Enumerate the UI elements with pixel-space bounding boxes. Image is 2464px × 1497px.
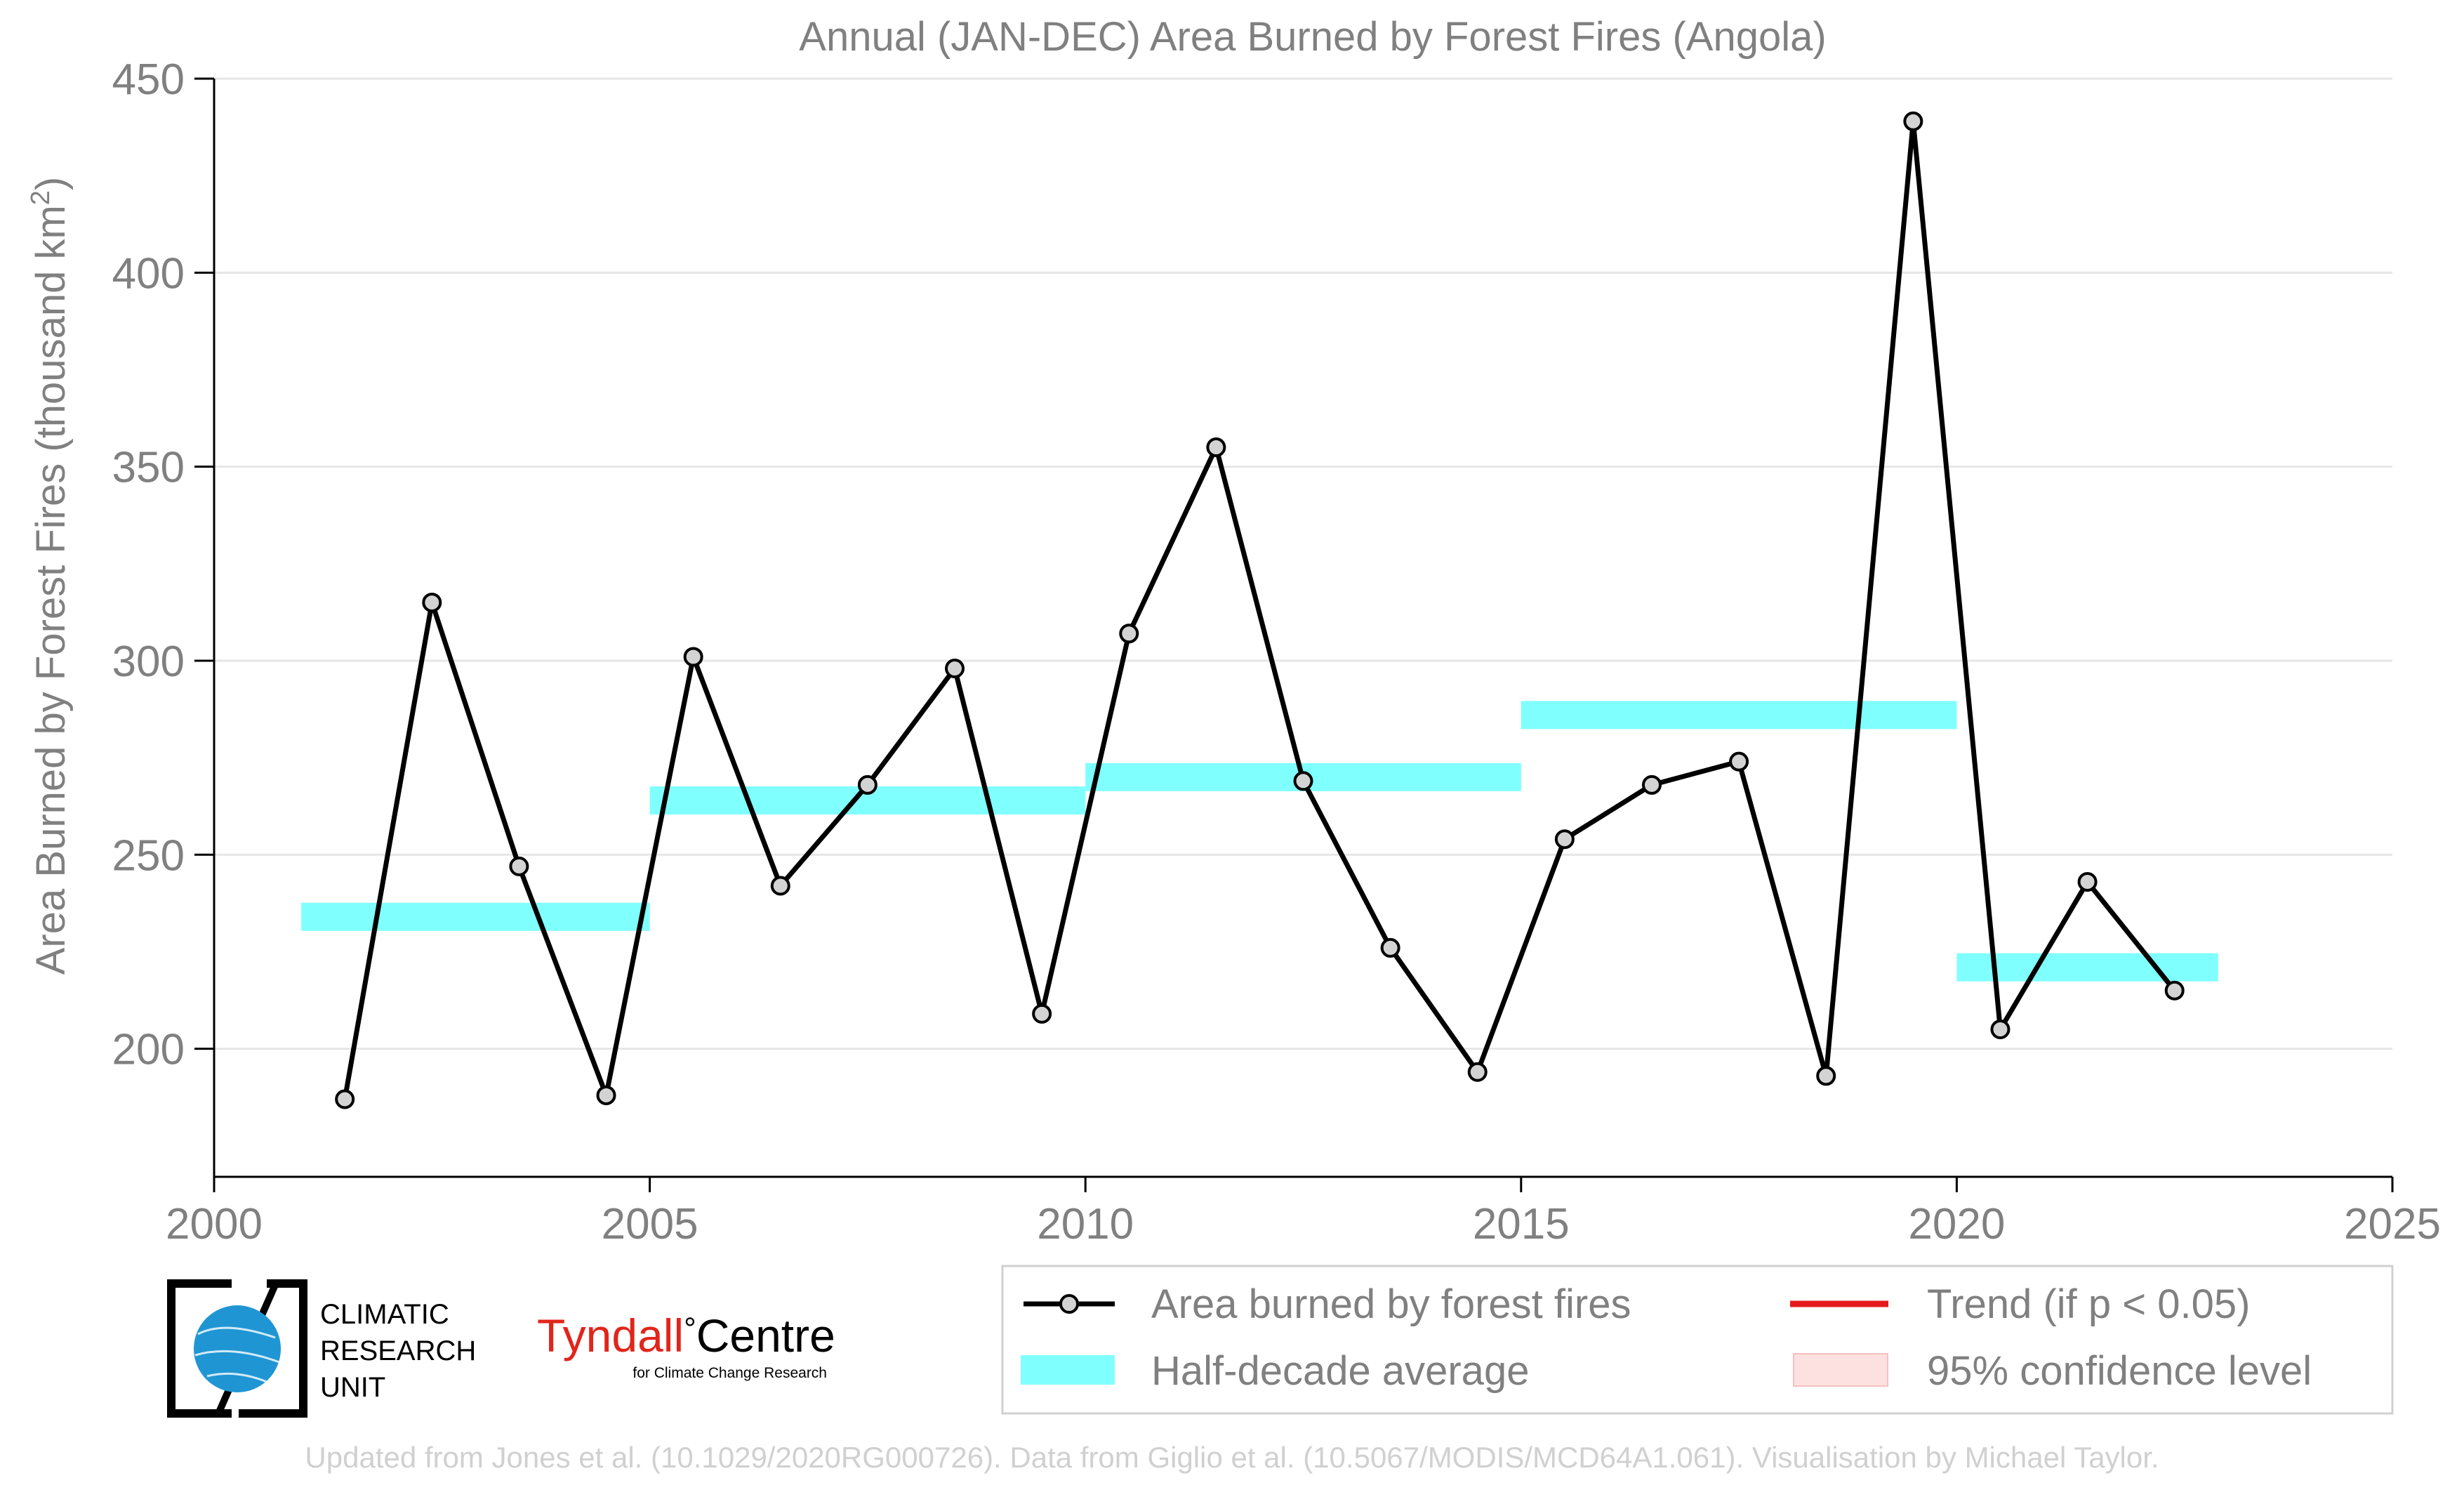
- series-line: [342, 119, 2177, 1100]
- cru-text-line-1: CLIMATIC: [320, 1299, 449, 1330]
- legend-confidence-swatch: [1793, 1353, 1888, 1387]
- data-point: [1119, 624, 1139, 644]
- legend-label-area-burned: Area burned by forest fires: [1151, 1281, 1631, 1327]
- data-point: [683, 647, 703, 667]
- data-point: [945, 659, 965, 679]
- cru-logo: CLIMATIC RESEARCH UNIT: [167, 1279, 476, 1418]
- data-point: [2077, 871, 2098, 892]
- chart-title: Annual (JAN-DEC) Area Burned by Forest F…: [799, 14, 1826, 60]
- tyndall-wordmark-red: Tyndall: [537, 1310, 684, 1361]
- y-tick-label: 250: [112, 831, 185, 880]
- legend-half-decade-swatch: [1021, 1355, 1115, 1385]
- legend-label-half-decade: Half-decade average: [1151, 1348, 1529, 1394]
- series-area-burned: [335, 111, 2185, 1109]
- y-axis-label-main: Area Burned by Forest Fires (thousand km: [28, 205, 74, 975]
- cru-bracket-left: [167, 1279, 232, 1418]
- half-decade-average-bars: [301, 701, 2218, 982]
- y-tick-label: 200: [112, 1026, 185, 1074]
- legend-label-trend: Trend (if p < 0.05): [1927, 1281, 2250, 1327]
- data-point: [1293, 771, 1313, 791]
- legend-frame: [1001, 1265, 2394, 1415]
- tyndall-subtitle: for Climate Change Research: [632, 1365, 827, 1381]
- data-point: [509, 856, 529, 876]
- grid-lines: [214, 77, 2392, 1050]
- tyndall-degree: °: [684, 1312, 696, 1346]
- axes: 200 250 300 350 400 450 2000 2005 2010 2015 2020 20…: [112, 55, 2441, 1248]
- data-point: [1641, 774, 1662, 795]
- half-decade-average-bar: [301, 902, 650, 931]
- cru-bracket-right: [239, 1279, 307, 1418]
- data-point: [1206, 437, 1226, 458]
- half-decade-average-bar: [1521, 701, 1957, 730]
- y-axis-label: Area Burned by Forest Fires (thousand km…: [26, 177, 74, 975]
- data-point: [1467, 1062, 1488, 1082]
- y-tick-label: 400: [112, 249, 185, 298]
- data-point: [857, 774, 877, 795]
- x-tick-label: 2025: [2344, 1200, 2441, 1248]
- y-tick-label: 450: [112, 55, 185, 104]
- cru-text-line-3: UNIT: [320, 1372, 385, 1403]
- x-tick-label: 2020: [1908, 1200, 2005, 1248]
- data-point: [335, 1089, 355, 1109]
- x-tick-label: 2010: [1037, 1200, 1134, 1248]
- data-point: [596, 1085, 616, 1105]
- globe-swirl-1: [197, 1326, 276, 1339]
- legend-label-confidence: 95% confidence level: [1927, 1348, 2312, 1394]
- cru-text-line-2: RESEARCH: [320, 1336, 476, 1366]
- footer-credits: Updated from Jones et al. (10.1029/2020R…: [305, 1441, 2159, 1474]
- y-tick-label: 350: [112, 444, 185, 492]
- legend: Area burned by forest fires Trend (if p …: [1001, 1265, 2394, 1415]
- data-point: [770, 876, 790, 896]
- data-point: [2164, 980, 2185, 1001]
- y-axis-label-superscript: 2: [26, 190, 55, 205]
- y-axis-label-suffix: ): [28, 177, 74, 190]
- globe-swirl-2: [194, 1350, 280, 1364]
- data-point: [1380, 937, 1400, 958]
- half-decade-average-bar: [1956, 953, 2218, 982]
- tyndall-wordmark-black: Centre: [696, 1310, 835, 1361]
- legend-marker-swatch: [1059, 1294, 1079, 1314]
- data-point: [1554, 829, 1575, 850]
- data-point: [1032, 1003, 1052, 1024]
- globe-swirl-3: [206, 1372, 267, 1383]
- data-point: [1903, 111, 1923, 131]
- tyndall-logo: Tyndall°Centre for Climate Change Resear…: [537, 1310, 835, 1381]
- tyndall-wordmark: Tyndall°Centre: [537, 1310, 835, 1361]
- x-tick-label: 2000: [166, 1200, 263, 1248]
- data-point: [1816, 1066, 1836, 1086]
- globe-icon: [194, 1305, 281, 1392]
- x-tick-label: 2005: [602, 1200, 698, 1248]
- x-tick-label: 2015: [1473, 1200, 1570, 1248]
- y-tick-label: 300: [112, 638, 185, 686]
- data-point: [1990, 1019, 2011, 1039]
- data-point: [422, 593, 442, 613]
- data-point: [1729, 751, 1749, 772]
